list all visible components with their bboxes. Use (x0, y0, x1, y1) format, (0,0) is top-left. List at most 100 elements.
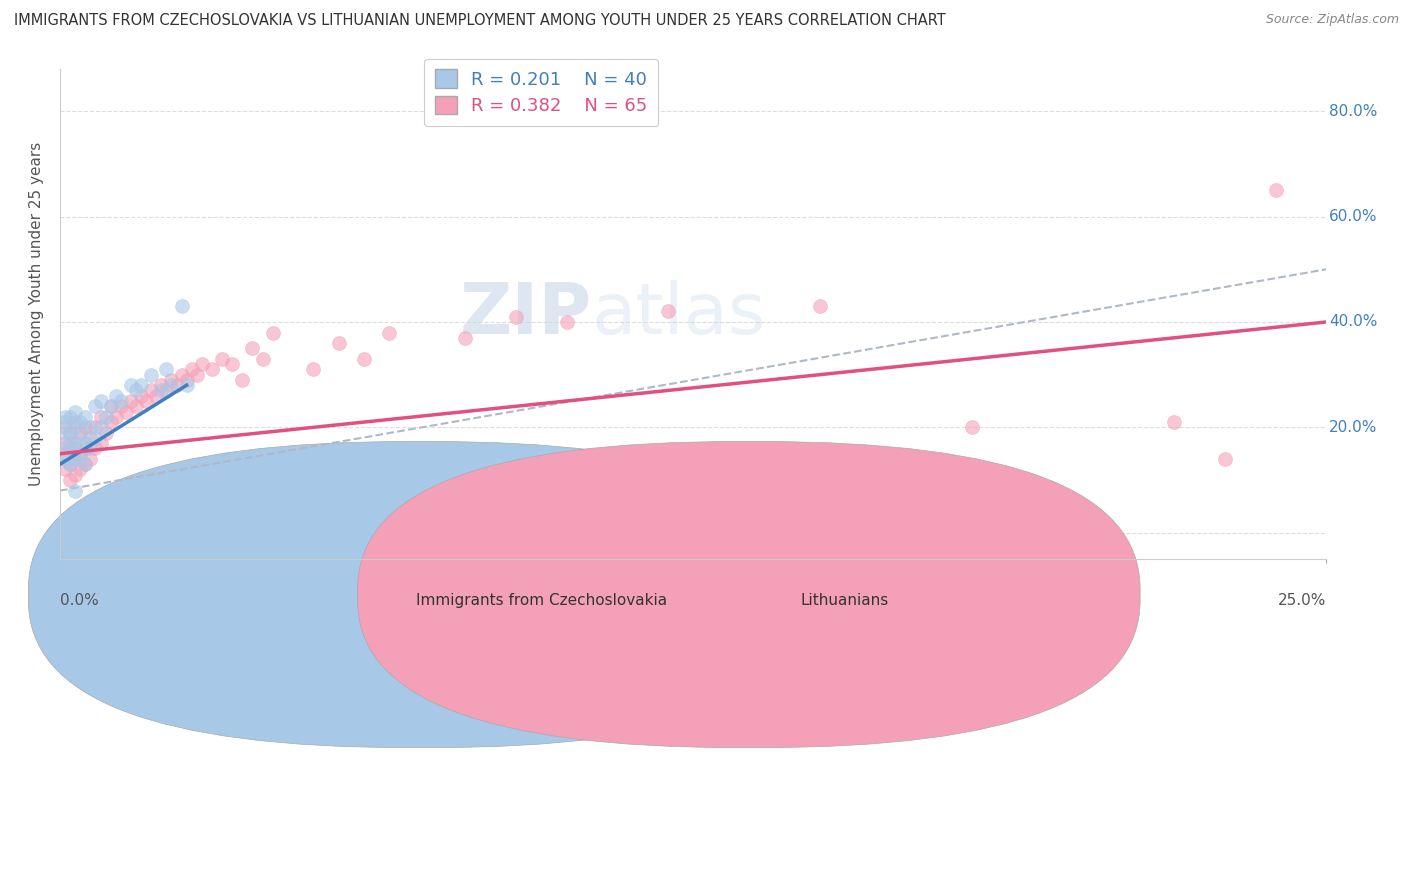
Point (150, 378, 173, 392)
Point (302, 362, 325, 376)
Y-axis label: Unemployment Among Youth under 25 years: Unemployment Among Youth under 25 years (30, 142, 44, 486)
Point (69, 415, 91, 429)
Point (160, 373, 183, 387)
Point (53, 409, 76, 424)
Point (960, 420, 983, 434)
Point (59, 442, 82, 456)
Point (155, 362, 177, 376)
Point (191, 357, 214, 371)
Point (79, 431, 101, 445)
Legend: R = 0.201    N = 40, R = 0.382    N = 65: R = 0.201 N = 40, R = 0.382 N = 65 (425, 59, 658, 126)
Point (65, 420, 87, 434)
Point (211, 351, 233, 366)
Point (84, 399, 107, 413)
Point (1163, 415, 1185, 429)
Point (59, 409, 82, 424)
Point (53, 442, 76, 456)
Point (65, 404, 87, 418)
Point (129, 378, 152, 392)
Point (84, 431, 107, 445)
Point (155, 384, 177, 398)
Point (59, 425, 82, 440)
Text: Immigrants from Czechoslovakia: Immigrants from Czechoslovakia (416, 593, 666, 608)
Point (79, 452, 101, 467)
Point (378, 326, 401, 340)
Point (84, 420, 107, 434)
Point (125, 399, 148, 413)
Point (84, 442, 107, 456)
Point (53, 425, 76, 440)
Point (110, 399, 132, 413)
Point (79, 420, 101, 434)
Text: 60.0%: 60.0% (1329, 209, 1378, 224)
Point (75, 420, 97, 434)
Text: 40.0%: 40.0% (1329, 315, 1376, 329)
FancyBboxPatch shape (28, 442, 811, 747)
FancyBboxPatch shape (357, 442, 1140, 747)
Point (129, 389, 152, 403)
Point (53, 415, 76, 429)
Point (135, 394, 157, 409)
Point (65, 452, 87, 467)
Point (353, 351, 375, 366)
Point (104, 389, 127, 403)
Text: 0.0%: 0.0% (60, 593, 98, 608)
Point (1213, 452, 1236, 467)
Point (53, 462, 76, 476)
Point (104, 409, 127, 424)
Point (59, 457, 82, 471)
Point (90, 436, 112, 450)
Text: Source: ZipAtlas.com: Source: ZipAtlas.com (1265, 13, 1399, 27)
Text: 80.0%: 80.0% (1329, 103, 1376, 119)
Point (69, 425, 91, 440)
Point (65, 483, 87, 498)
Point (170, 368, 193, 382)
Point (65, 452, 87, 467)
Text: ZIP: ZIP (460, 279, 592, 349)
Point (75, 442, 97, 456)
Point (160, 378, 183, 392)
Point (53, 420, 76, 434)
Point (252, 351, 274, 366)
Point (176, 378, 198, 392)
Point (69, 431, 91, 445)
Point (75, 409, 97, 424)
Point (231, 373, 253, 387)
Point (75, 457, 97, 471)
Point (201, 362, 224, 376)
Text: 25.0%: 25.0% (1278, 593, 1326, 608)
Point (657, 304, 679, 318)
Point (115, 404, 138, 418)
Point (145, 389, 167, 403)
Point (170, 299, 193, 313)
Point (100, 399, 122, 413)
Text: 20.0%: 20.0% (1329, 420, 1376, 434)
Point (555, 315, 578, 329)
Point (90, 409, 112, 424)
Point (120, 378, 142, 392)
Point (79, 442, 101, 456)
Point (166, 378, 188, 392)
Point (100, 399, 122, 413)
Point (141, 384, 163, 398)
Point (59, 436, 82, 450)
Point (100, 415, 122, 429)
Text: IMMIGRANTS FROM CZECHOSLOVAKIA VS LITHUANIAN UNEMPLOYMENT AMONG YOUTH UNDER 25 Y: IMMIGRANTS FROM CZECHOSLOVAKIA VS LITHUA… (14, 13, 946, 29)
Text: atlas: atlas (592, 279, 766, 349)
Point (65, 436, 87, 450)
Point (90, 420, 112, 434)
Point (94, 425, 117, 440)
Point (176, 373, 198, 387)
Point (59, 425, 82, 440)
Point (120, 394, 142, 409)
Point (53, 447, 76, 461)
Text: Lithuanians: Lithuanians (801, 593, 889, 608)
Point (221, 357, 243, 371)
Point (69, 447, 91, 461)
Point (90, 394, 112, 409)
Point (262, 326, 284, 340)
Point (75, 436, 97, 450)
Point (59, 457, 82, 471)
Point (180, 362, 202, 376)
Point (59, 473, 82, 487)
